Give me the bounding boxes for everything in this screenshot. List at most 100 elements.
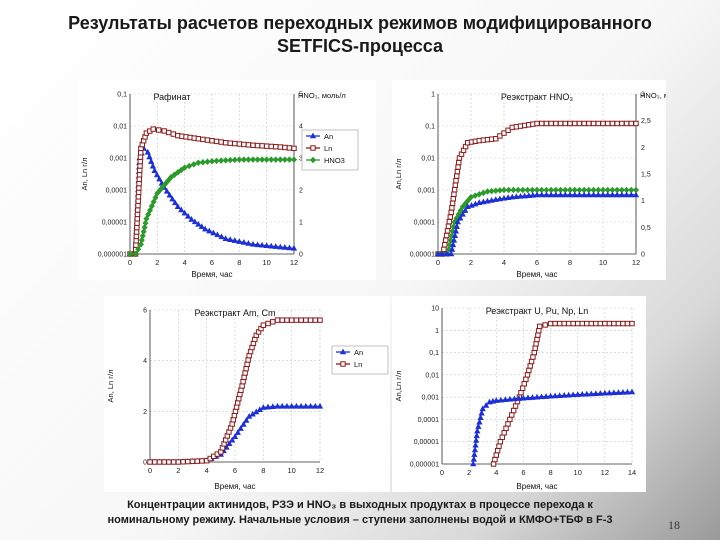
data-point xyxy=(562,191,569,198)
data-point xyxy=(236,156,243,163)
data-point xyxy=(628,388,636,395)
data-point xyxy=(533,191,541,198)
data-point xyxy=(553,120,559,127)
data-point xyxy=(152,194,159,201)
data-point xyxy=(588,390,595,397)
data-point xyxy=(620,320,626,327)
data-point xyxy=(472,441,479,448)
data-point xyxy=(269,403,276,409)
data-point xyxy=(134,224,140,231)
y-right-tick-label: 2 xyxy=(299,188,303,195)
data-point xyxy=(505,127,511,133)
data-point xyxy=(592,390,599,396)
data-point xyxy=(556,392,563,398)
x-tick-label: 8 xyxy=(548,468,552,477)
data-point xyxy=(279,317,285,323)
data-point xyxy=(226,440,233,447)
y-right-tick-label: 3 xyxy=(299,156,303,163)
data-point xyxy=(609,120,616,127)
data-point xyxy=(493,452,499,458)
data-point xyxy=(132,250,139,258)
data-point xyxy=(281,244,288,250)
caption-line1: Концентрации актинидов, РЗЭ и HNO₃ в вых… xyxy=(127,499,593,511)
data-point xyxy=(260,404,267,410)
data-point xyxy=(317,317,323,323)
y-axis-label: An, Ln г/л xyxy=(106,370,115,403)
data-point xyxy=(223,443,230,450)
y-tick-label: 0,01 xyxy=(421,156,435,163)
data-point xyxy=(496,195,503,202)
data-point xyxy=(452,182,459,188)
data-point xyxy=(169,195,176,202)
x-tick-label: 8 xyxy=(261,466,265,475)
data-point xyxy=(571,191,578,198)
data-point xyxy=(490,461,497,467)
y-tick-label: 0,01 xyxy=(425,372,439,379)
data-point xyxy=(604,191,611,198)
data-point xyxy=(455,164,461,170)
y-tick-label: 0 xyxy=(143,460,147,467)
data-point xyxy=(157,186,164,194)
data-point xyxy=(174,169,181,176)
data-point xyxy=(139,232,146,240)
data-point xyxy=(615,389,622,395)
data-point xyxy=(581,120,587,127)
y-tick-label: 0,001 xyxy=(109,156,127,163)
data-point xyxy=(133,238,139,244)
data-point xyxy=(237,425,244,431)
y-right-tick-label: 5 xyxy=(299,92,303,99)
data-point xyxy=(259,143,265,149)
data-point xyxy=(590,191,597,198)
data-point xyxy=(624,320,631,327)
data-point xyxy=(539,120,545,127)
slide-title-line2: SETFICS-процесса xyxy=(277,36,443,56)
data-point xyxy=(195,159,202,167)
data-point xyxy=(511,395,518,402)
data-point xyxy=(628,120,634,127)
data-point xyxy=(286,156,293,163)
data-point xyxy=(206,227,213,234)
data-point xyxy=(623,120,630,127)
data-point xyxy=(614,191,621,198)
data-point xyxy=(316,402,324,409)
y-tick-label: 0,00001 xyxy=(414,439,439,446)
data-point xyxy=(462,207,469,213)
data-point xyxy=(231,433,239,439)
data-point xyxy=(245,156,252,163)
data-point xyxy=(135,189,142,196)
data-point xyxy=(263,242,270,248)
data-point xyxy=(135,194,142,200)
data-point xyxy=(244,361,250,367)
data-point xyxy=(286,244,293,251)
data-point xyxy=(509,193,516,200)
data-point xyxy=(534,336,540,343)
data-point xyxy=(566,191,574,198)
y-tick-label: 4 xyxy=(143,358,147,365)
x-tick-label: 12 xyxy=(290,258,298,267)
data-point xyxy=(579,320,585,327)
data-point xyxy=(543,120,550,127)
x-tick-label: 2 xyxy=(469,258,473,267)
data-point xyxy=(579,390,586,397)
data-point xyxy=(186,162,193,170)
data-point xyxy=(576,191,583,198)
data-point xyxy=(505,186,512,194)
series-hno3 xyxy=(126,156,298,258)
data-point xyxy=(452,227,460,234)
data-point xyxy=(453,177,459,184)
data-point xyxy=(239,383,245,389)
data-point xyxy=(213,138,220,145)
legend: An Ln xyxy=(331,345,389,375)
data-point xyxy=(133,229,140,235)
data-point xyxy=(443,232,450,239)
data-point xyxy=(611,320,617,327)
data-point xyxy=(497,396,504,403)
data-point xyxy=(161,128,167,134)
data-point xyxy=(570,391,577,398)
data-point xyxy=(162,180,169,187)
data-point xyxy=(138,150,144,156)
data-point xyxy=(542,393,550,399)
data-point xyxy=(166,459,172,465)
figure-caption: Концентрации актинидов, РЗЭ и HNO₃ в вых… xyxy=(40,498,680,528)
data-point xyxy=(263,156,270,163)
